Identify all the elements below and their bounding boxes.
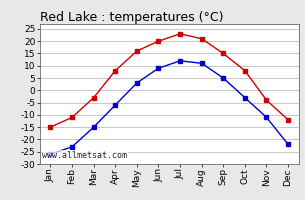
Text: www.allmetsat.com: www.allmetsat.com [42,151,127,160]
Text: Red Lake : temperatures (°C): Red Lake : temperatures (°C) [40,11,223,24]
